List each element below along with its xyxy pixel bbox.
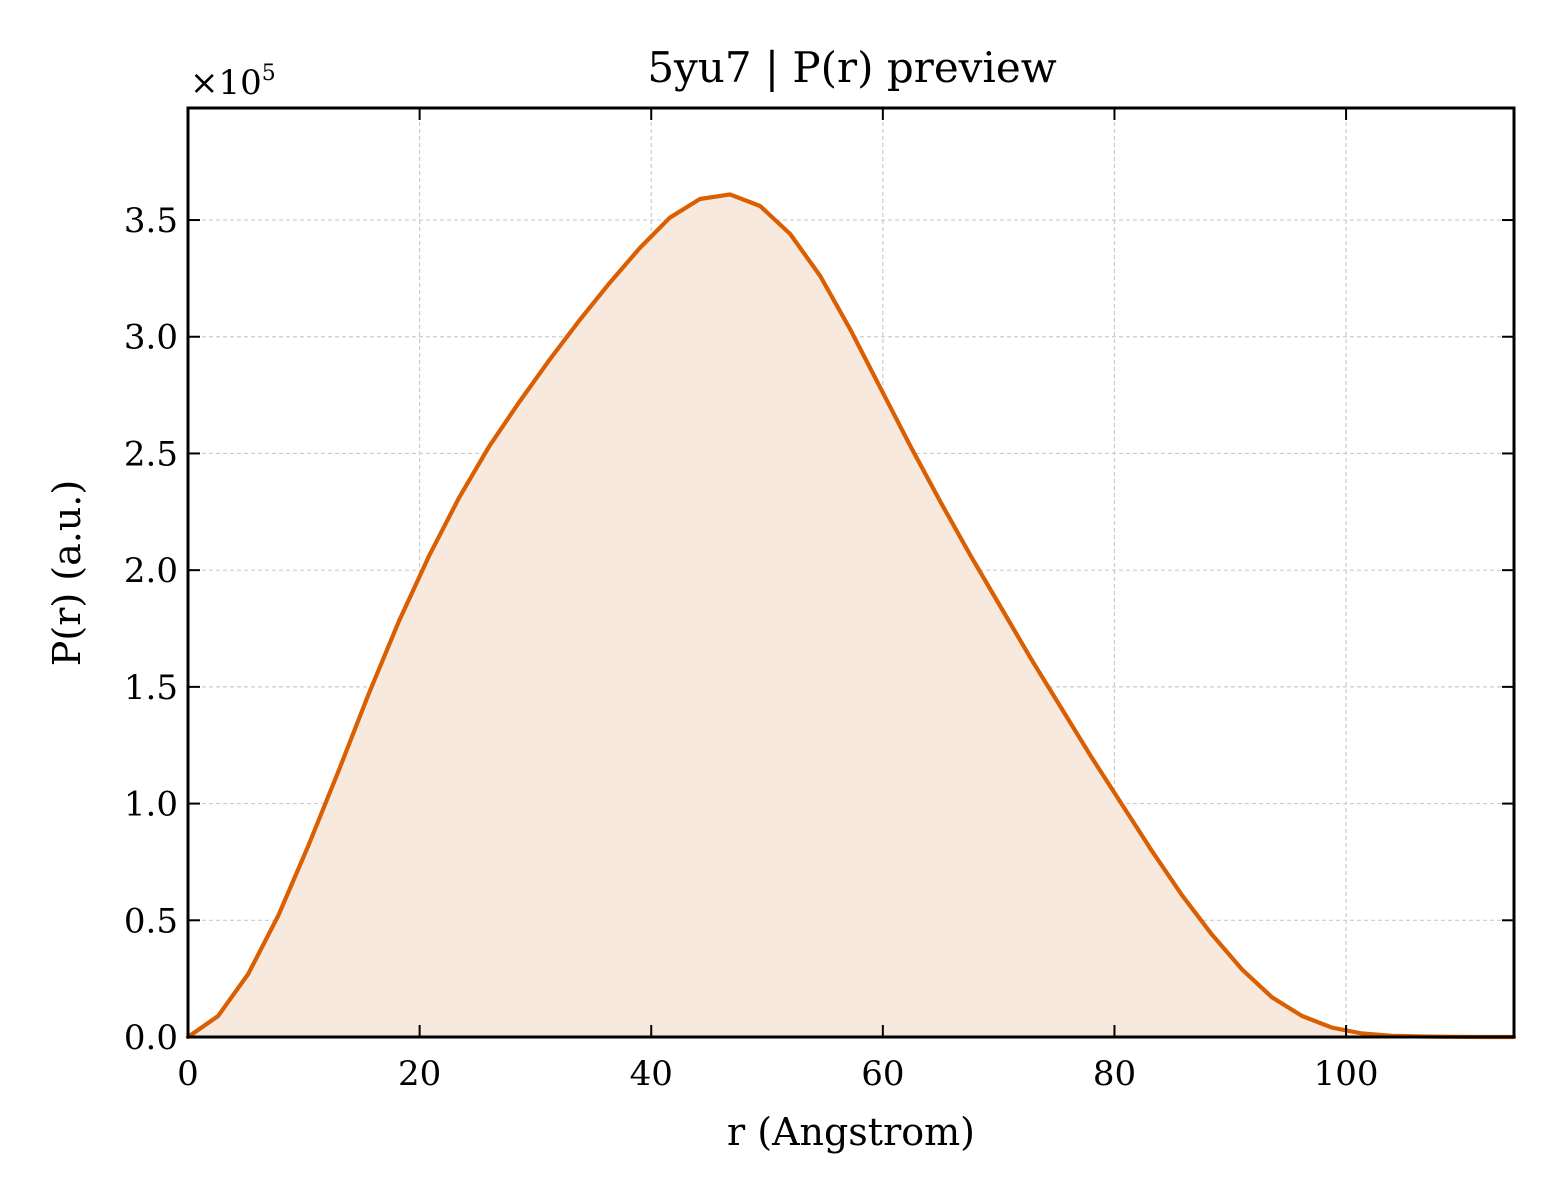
y-tick-label: 1.5 — [124, 668, 178, 708]
x-tick-label: 20 — [398, 1054, 441, 1094]
y-tick-label: 0.5 — [124, 901, 178, 941]
y-offset-label: ×105 — [190, 61, 276, 103]
plot-frame — [186, 106, 1516, 1039]
chart-title: 5yu7 | P(r) preview — [647, 43, 1056, 92]
y-tick-label: 3.0 — [124, 318, 178, 358]
x-tick-label: 0 — [177, 1054, 199, 1094]
x-axis-label: r (Angstrom) — [727, 1110, 975, 1154]
y-tick-label: 1.0 — [124, 785, 178, 825]
x-tick-label: 80 — [1093, 1054, 1136, 1094]
y-axis-label: P(r) (a.u.) — [45, 480, 89, 666]
ticks: 0 20 40 60 80 100 0.0 0.5 1.0 1.5 2.0 2.5 3.0 3.5 — [124, 108, 1514, 1094]
y-offset-exponent: 5 — [262, 61, 276, 86]
y-tick-label: 2.5 — [124, 434, 178, 474]
y-tick-label: 0.0 — [124, 1018, 178, 1058]
x-tick-label: 40 — [630, 1054, 673, 1094]
x-tick-label: 60 — [861, 1054, 904, 1094]
x-tick-label: 100 — [1314, 1054, 1379, 1094]
series-line — [185, 192, 1517, 1040]
y-tick-label: 3.5 — [124, 201, 178, 241]
y-tick-label: 2.0 — [124, 551, 178, 591]
y-offset-prefix: ×10 — [190, 63, 262, 103]
